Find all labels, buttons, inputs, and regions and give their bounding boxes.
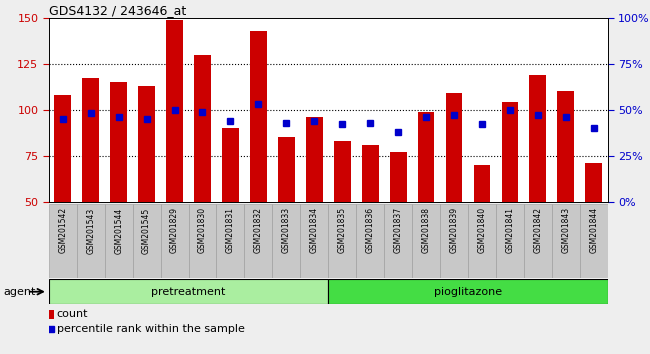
Bar (83, 79, 99, 202)
Bar (250, 30, 266, 202)
Text: GSM201840: GSM201840 (478, 207, 486, 253)
Text: pioglitazone: pioglitazone (434, 287, 502, 297)
Bar (306, 117, 322, 202)
Bar (272, 204, 300, 278)
Text: GSM201831: GSM201831 (226, 207, 235, 253)
Bar (446, 93, 462, 202)
Bar (328, 204, 356, 278)
Bar (49, 310, 54, 319)
Bar (580, 204, 608, 278)
Text: GDS4132 / 243646_at: GDS4132 / 243646_at (49, 4, 186, 17)
Bar (55, 95, 71, 202)
Text: GSM201836: GSM201836 (366, 207, 374, 253)
Bar (468, 204, 496, 278)
Bar (502, 102, 518, 202)
Bar (530, 75, 546, 202)
Bar (552, 204, 580, 278)
Bar (278, 137, 294, 202)
Bar (418, 112, 434, 202)
Bar (384, 204, 412, 278)
Text: GSM201839: GSM201839 (450, 207, 458, 253)
Text: GSM201835: GSM201835 (338, 207, 346, 253)
Bar (328, 279, 608, 304)
Bar (362, 145, 378, 202)
Bar (474, 165, 490, 202)
Text: percentile rank within the sample: percentile rank within the sample (57, 324, 244, 334)
Bar (166, 19, 183, 202)
Text: GSM201842: GSM201842 (534, 207, 542, 253)
Text: GSM201833: GSM201833 (282, 207, 291, 253)
Bar (496, 204, 524, 278)
Bar (222, 128, 239, 202)
Text: GSM201830: GSM201830 (198, 207, 207, 253)
Bar (49, 279, 328, 304)
Bar (188, 204, 216, 278)
Bar (105, 204, 133, 278)
Text: GSM201838: GSM201838 (422, 207, 430, 253)
Text: GSM201832: GSM201832 (254, 207, 263, 253)
Text: agent: agent (3, 287, 36, 297)
Bar (111, 82, 127, 202)
Bar (216, 204, 244, 278)
Bar (49, 204, 77, 278)
Text: GSM201543: GSM201543 (86, 207, 95, 253)
Bar (300, 204, 328, 278)
Bar (524, 204, 552, 278)
Text: count: count (57, 309, 88, 319)
Bar (161, 204, 188, 278)
Bar (558, 91, 574, 202)
Bar (356, 204, 384, 278)
Bar (390, 152, 406, 202)
Text: GSM201837: GSM201837 (394, 207, 402, 253)
Bar (440, 204, 468, 278)
Text: GSM201834: GSM201834 (310, 207, 318, 253)
Text: GSM201544: GSM201544 (114, 207, 123, 253)
Text: GSM201841: GSM201841 (506, 207, 514, 253)
Bar (244, 204, 272, 278)
Text: GSM201844: GSM201844 (590, 207, 598, 253)
Bar (412, 204, 440, 278)
Text: GSM201545: GSM201545 (142, 207, 151, 253)
Text: pretreatment: pretreatment (151, 287, 226, 297)
Bar (138, 86, 155, 202)
Text: GSM201829: GSM201829 (170, 207, 179, 253)
Bar (77, 204, 105, 278)
Bar (334, 141, 350, 202)
Text: GSM201542: GSM201542 (58, 207, 67, 253)
Bar (133, 204, 161, 278)
Text: GSM201843: GSM201843 (562, 207, 570, 253)
Bar (586, 163, 602, 202)
Bar (194, 55, 211, 202)
